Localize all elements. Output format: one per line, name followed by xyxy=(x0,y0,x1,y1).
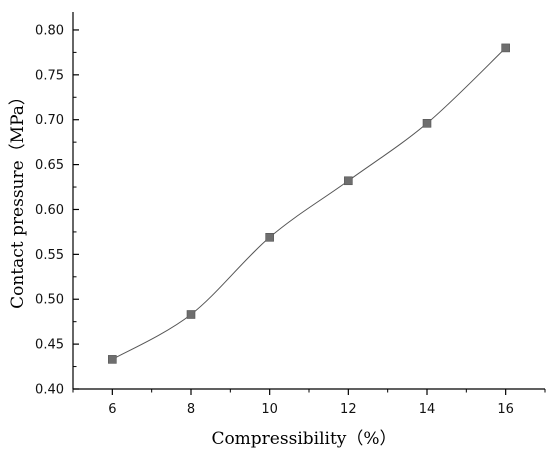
data-point xyxy=(186,310,196,319)
data-point xyxy=(265,233,274,242)
x-tick-label: 14 xyxy=(419,402,436,417)
y-tick-label: 0.65 xyxy=(35,158,64,173)
data-point xyxy=(422,119,432,128)
series-line xyxy=(112,47,507,360)
x-tick-label: 12 xyxy=(340,402,357,417)
x-axis-title: Compressibility（%） xyxy=(211,429,396,449)
data-point xyxy=(501,43,510,53)
y-axis-title: Contact pressure（MPa） xyxy=(8,88,28,309)
y-tick-label: 0.75 xyxy=(35,68,64,83)
x-axis-ticks: 6 8 10 12 14 16 xyxy=(72,389,546,417)
y-tick-label: 0.40 xyxy=(35,383,64,398)
data-point xyxy=(108,355,117,364)
y-tick-label: 0.45 xyxy=(35,338,64,353)
y-tick-label: 0.55 xyxy=(35,248,64,263)
y-axis-ticks: 0.40 0.45 0.50 0.55 0.60 0.65 0.70 0.75 0.80 xyxy=(35,23,79,398)
y-tick-label: 0.70 xyxy=(35,113,64,128)
y-tick-label: 0.60 xyxy=(35,203,64,218)
data-point xyxy=(344,176,353,186)
x-tick-label: 6 xyxy=(108,402,116,417)
x-tick-label: 16 xyxy=(497,402,514,417)
x-tick-label: 8 xyxy=(187,402,195,417)
y-tick-label: 0.80 xyxy=(35,23,64,38)
y-tick-label: 0.50 xyxy=(35,293,64,308)
data-markers xyxy=(108,43,510,364)
x-tick-label: 10 xyxy=(261,402,278,417)
